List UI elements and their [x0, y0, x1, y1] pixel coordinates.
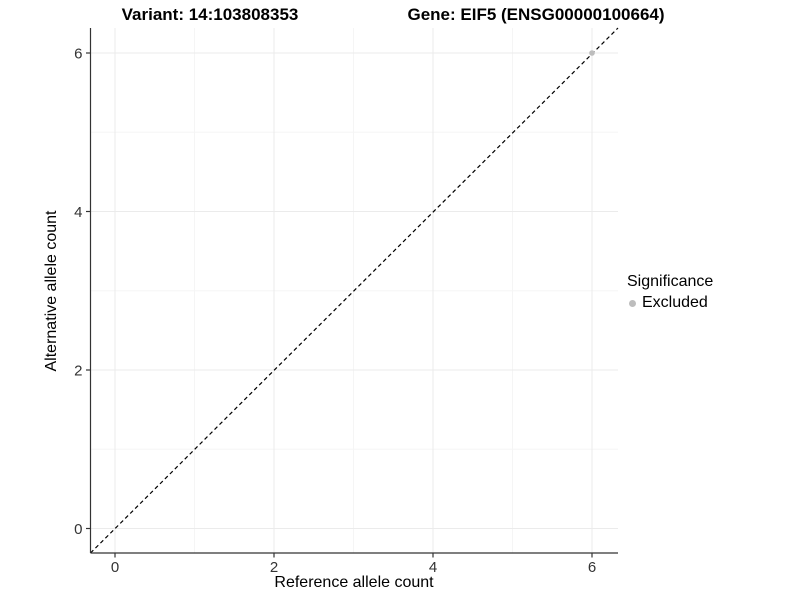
gene-title: Gene: EIF5 (ENSG00000100664) [407, 5, 665, 24]
x-axis-title: Reference allele count [274, 574, 434, 591]
x-tick-label: 6 [588, 559, 596, 576]
y-tick-label: 2 [74, 363, 82, 380]
legend-item-label: Excluded [642, 294, 708, 311]
y-tick-label: 0 [74, 521, 82, 538]
data-point-excluded [589, 50, 595, 56]
legend: Significance Excluded [627, 273, 713, 312]
variant-title: Variant: 14:103808353 [121, 5, 299, 24]
excluded-dot-icon [629, 299, 636, 307]
x-tick-label: 2 [270, 559, 278, 576]
y-axis-title: Alternative allele count [43, 210, 60, 372]
y-tick-label: 6 [74, 46, 82, 63]
legend-item-excluded: Excluded [627, 294, 713, 312]
y-tick-label: 4 [74, 204, 82, 221]
x-tick-label: 0 [111, 559, 119, 576]
x-tick-label: 4 [429, 559, 437, 576]
legend-title: Significance [627, 273, 714, 290]
identity-dashed-line [90, 27, 619, 554]
